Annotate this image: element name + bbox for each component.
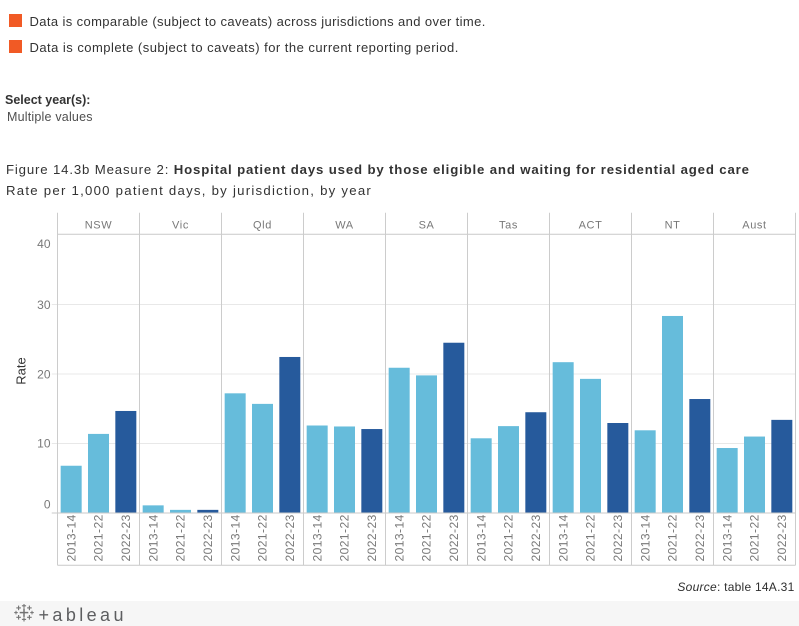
svg-text:2021-22: 2021-22: [420, 514, 434, 561]
svg-text:40: 40: [37, 237, 51, 251]
svg-text:2021-22: 2021-22: [338, 514, 352, 561]
svg-text:NSW: NSW: [85, 220, 112, 232]
svg-text:2021-22: 2021-22: [666, 514, 680, 561]
svg-text:2022-23: 2022-23: [365, 514, 379, 561]
svg-text:2021-22: 2021-22: [502, 514, 516, 561]
svg-text:2022-23: 2022-23: [611, 514, 625, 561]
svg-text:2021-22: 2021-22: [256, 514, 270, 561]
svg-text:SA: SA: [419, 220, 435, 232]
svg-text:2022-23: 2022-23: [693, 514, 707, 561]
svg-text:WA: WA: [335, 220, 354, 232]
svg-text:Vic: Vic: [172, 220, 189, 232]
svg-text:2013-14: 2013-14: [392, 514, 406, 561]
svg-text:2013-14: 2013-14: [556, 514, 570, 561]
svg-text:2022-23: 2022-23: [529, 514, 543, 561]
svg-text:2022-23: 2022-23: [775, 514, 789, 561]
svg-text:2013-14: 2013-14: [638, 514, 652, 561]
svg-text:2013-14: 2013-14: [474, 514, 488, 561]
svg-text:NT: NT: [665, 220, 681, 232]
svg-text:2022-23: 2022-23: [119, 514, 133, 561]
svg-text:2022-23: 2022-23: [283, 514, 297, 561]
svg-text:2021-22: 2021-22: [92, 514, 106, 561]
svg-text:2022-23: 2022-23: [201, 514, 215, 561]
svg-text:2021-22: 2021-22: [174, 514, 188, 561]
svg-text:Tas: Tas: [499, 220, 518, 232]
svg-text:30: 30: [37, 298, 51, 312]
svg-text:20: 20: [37, 367, 51, 381]
svg-text:2013-14: 2013-14: [146, 514, 160, 561]
svg-text:ACT: ACT: [579, 220, 603, 232]
svg-text:2021-22: 2021-22: [584, 514, 598, 561]
svg-text:2022-23: 2022-23: [447, 514, 461, 561]
svg-text:2013-14: 2013-14: [720, 514, 734, 561]
svg-text:0: 0: [44, 498, 51, 512]
svg-text:10: 10: [37, 437, 51, 451]
svg-text:Aust: Aust: [742, 220, 766, 232]
svg-text:2021-22: 2021-22: [748, 514, 762, 561]
svg-text:Qld: Qld: [253, 220, 272, 232]
svg-text:2013-14: 2013-14: [310, 514, 324, 561]
svg-text:Rate: Rate: [14, 357, 29, 384]
svg-text:2013-14: 2013-14: [228, 514, 242, 561]
svg-text:2013-14: 2013-14: [64, 514, 78, 561]
